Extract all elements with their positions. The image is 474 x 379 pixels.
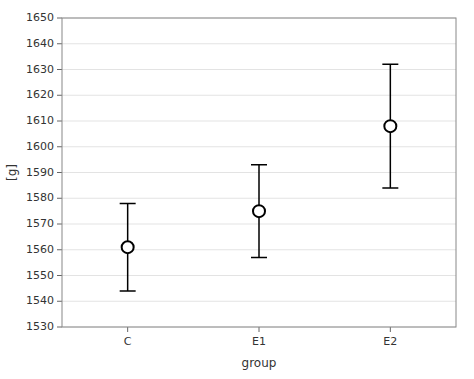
y-tick-label: 1620 [26,88,54,101]
grid-line [62,43,456,44]
y-tick-label: 1630 [26,63,54,76]
y-tick-label: 1570 [26,217,54,230]
y-axis-label: [g] [5,164,19,181]
y-tick-label: 1590 [26,166,54,179]
error-bar-line [251,165,267,258]
chart-container: 1530 1540 1550 1560 1570 1580 1590 1600 1610 1620… [0,0,474,379]
y-tick [57,224,62,225]
y-tick-label: 1530 [26,320,54,333]
grid [62,18,456,327]
chart: 1530 1540 1550 1560 1570 1580 1590 1600 1610 1620… [0,0,474,379]
y-tick [57,69,62,70]
y-tick [57,198,62,199]
y-tick [57,43,62,44]
y-tick [57,18,62,19]
mean-marker [122,241,134,253]
y-tick [57,301,62,302]
y-tick [57,121,62,122]
y-tick-label: 1610 [26,114,54,127]
grid-line [62,275,456,276]
y-tick [57,275,62,276]
plot-background [62,18,456,327]
error-bar [120,203,136,291]
y-tick [57,249,62,250]
grid-line [62,146,456,147]
y-tick-label: 1600 [26,140,54,153]
x-tick-label: C [124,335,132,348]
y-tick [57,172,62,173]
x-tick-label: E2 [383,335,397,348]
y-tick-label: 1540 [26,294,54,307]
plot-frame [62,18,456,327]
error-bar-line [382,64,398,188]
mean-marker [384,120,396,132]
grid-line [62,301,456,302]
y-tick-label: 1580 [26,191,54,204]
y-tick-label: 1640 [26,37,54,50]
grid-line [62,69,456,70]
axes: 1530 1540 1550 1560 1570 1580 1590 1600 1610 1620… [26,11,456,348]
x-tick [259,327,260,332]
y-tick-label: 1550 [26,269,54,282]
y-tick [57,327,62,328]
grid-line [62,95,456,96]
x-axis-label: group [242,356,277,370]
x-tick-label: E1 [252,335,266,348]
x-tick [390,327,391,332]
x-tick [127,327,128,332]
y-tick [57,146,62,147]
mean-marker [253,205,265,217]
y-tick [57,95,62,96]
error-bar-line [120,203,136,291]
error-bar [382,64,398,188]
y-tick-label: 1560 [26,243,54,256]
grid-line [62,121,456,122]
data-layer [120,64,399,291]
y-tick-label: 1650 [26,11,54,24]
error-bar [251,165,267,258]
